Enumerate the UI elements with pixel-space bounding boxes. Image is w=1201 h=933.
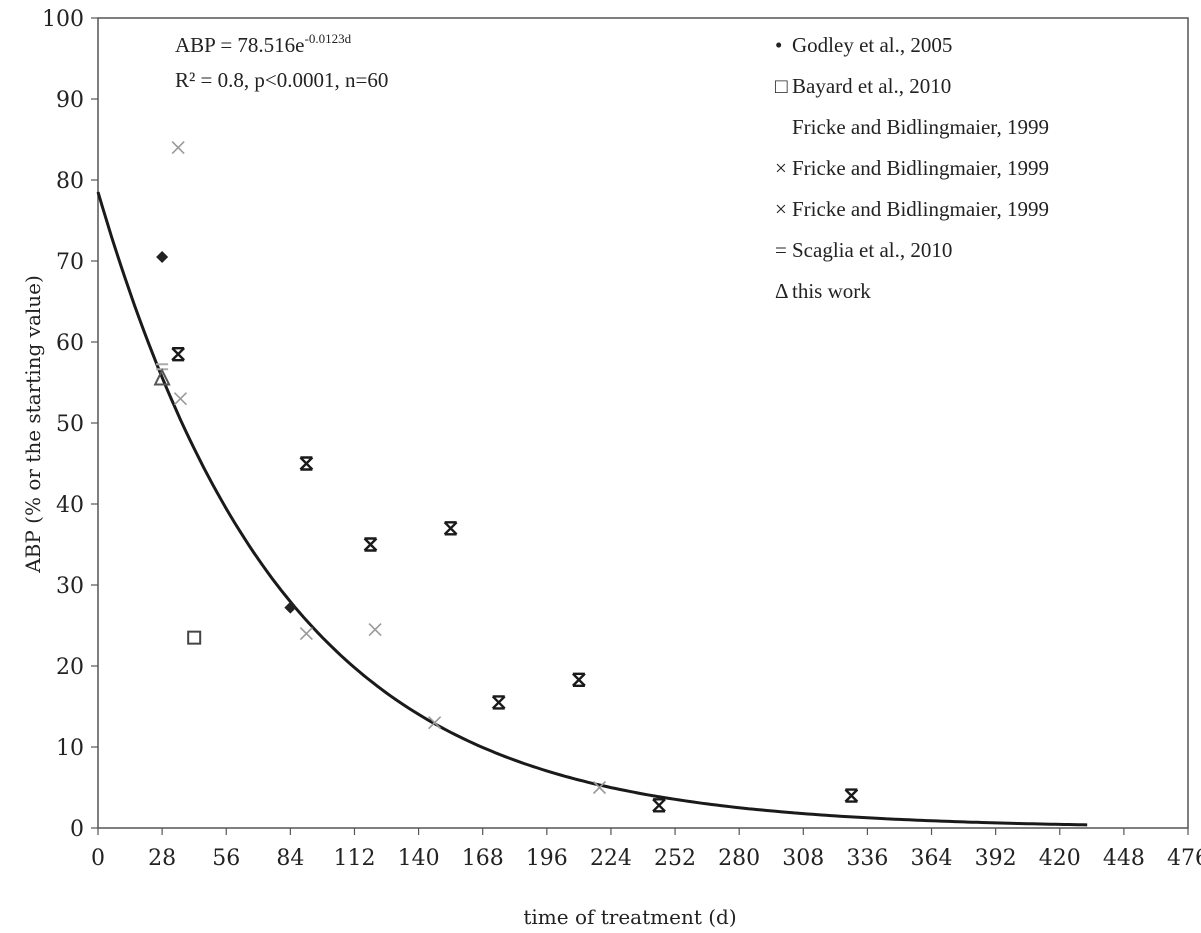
data-point: [652, 798, 666, 813]
data-point: [572, 672, 586, 687]
x-tick-label: 448: [1103, 846, 1145, 871]
series-0: [156, 250, 297, 614]
x-tick-label: 364: [911, 846, 953, 871]
y-tick-label: 50: [56, 412, 84, 437]
ticks-layer: 0 28 56 84 112 140 168 196 224 252 280 308 336 364 392…: [42, 7, 1201, 871]
data-point: [299, 627, 313, 641]
x-tick-label: 28: [148, 846, 176, 871]
x-tick-label: 196: [526, 846, 568, 871]
y-tick-label: 60: [56, 331, 84, 356]
data-point: [187, 630, 202, 645]
legend-label: Fricke and Bidlingmaier, 1999: [792, 156, 1049, 180]
legend-symbol: =: [775, 238, 787, 262]
data-point: [592, 780, 607, 795]
series-6: [153, 368, 171, 386]
data-point: [368, 622, 382, 637]
y-tick-label: 80: [56, 169, 84, 194]
legend-label: Scaglia et al., 2010: [792, 238, 952, 262]
x-tick-label: 392: [975, 846, 1017, 871]
y-tick-label: 90: [56, 88, 84, 113]
y-tick-label: 100: [42, 7, 84, 32]
fit-statistics: R² = 0.8, p<0.0001, n=60: [175, 68, 388, 92]
data-point: [299, 456, 314, 471]
legend-label: Bayard et al., 2010: [792, 74, 951, 98]
data-point: [171, 141, 185, 155]
x-tick-label: 56: [212, 846, 240, 871]
legend: • Godley et al., 2005□ Bayard et al., 2010…: [775, 33, 1049, 303]
data-point: [844, 788, 859, 803]
y-tick-label: 0: [70, 817, 84, 842]
x-tick-label: 336: [846, 846, 888, 871]
data-point: [363, 537, 378, 552]
equation-prefix: ABP = 78.516e: [175, 33, 305, 57]
y-tick-label: 20: [56, 655, 84, 680]
x-tick-label: 476: [1167, 846, 1201, 871]
series-3: [171, 141, 607, 795]
legend-label: Fricke and Bidlingmaier, 1999: [792, 115, 1049, 139]
x-axis-title: time of treatment (d): [523, 905, 736, 929]
series-4: [171, 346, 859, 813]
x-tick-label: 140: [398, 846, 440, 871]
x-tick-label: 168: [462, 846, 504, 871]
fit-curve: [96, 191, 1088, 827]
legend-label: Fricke and Bidlingmaier, 1999: [792, 197, 1049, 221]
y-tick-label: 70: [56, 250, 84, 275]
equation-exponent: -0.0123d: [305, 31, 352, 46]
x-tick-label: 112: [333, 846, 375, 871]
x-tick-label: 224: [590, 846, 632, 871]
marks-layer: [96, 141, 1088, 827]
x-tick-label: 0: [91, 846, 105, 871]
x-tick-label: 308: [782, 846, 824, 871]
legend-label: Godley et al., 2005: [792, 33, 952, 57]
data-point: [284, 601, 297, 614]
data-point: [171, 346, 185, 362]
legend-label: this work: [792, 279, 871, 303]
x-tick-label: 280: [718, 846, 760, 871]
data-point: [443, 521, 458, 536]
y-tick-label: 30: [56, 574, 84, 599]
x-tick-label: 420: [1039, 846, 1081, 871]
data-point: [428, 716, 442, 730]
x-tick-label: 84: [276, 846, 304, 871]
equation-annotation: ABP = 78.516e-0.0123d: [175, 31, 352, 57]
data-point: [173, 392, 188, 406]
x-tick-label: 252: [654, 846, 696, 871]
data-point: [153, 368, 171, 386]
legend-symbol: ×: [775, 156, 787, 180]
legend-symbol: ×: [775, 197, 787, 221]
plot-frame: [97, 17, 1189, 829]
legend-symbol: •: [775, 33, 782, 57]
y-tick-label: 10: [56, 736, 84, 761]
data-point: [156, 250, 169, 263]
y-tick-label: 40: [56, 493, 84, 518]
series-1: [187, 630, 202, 645]
y-axis-title: ABP (% or the starting value): [21, 275, 45, 574]
legend-symbol: Δ: [775, 279, 789, 303]
data-point: [491, 695, 506, 710]
legend-symbol: □: [775, 74, 788, 98]
